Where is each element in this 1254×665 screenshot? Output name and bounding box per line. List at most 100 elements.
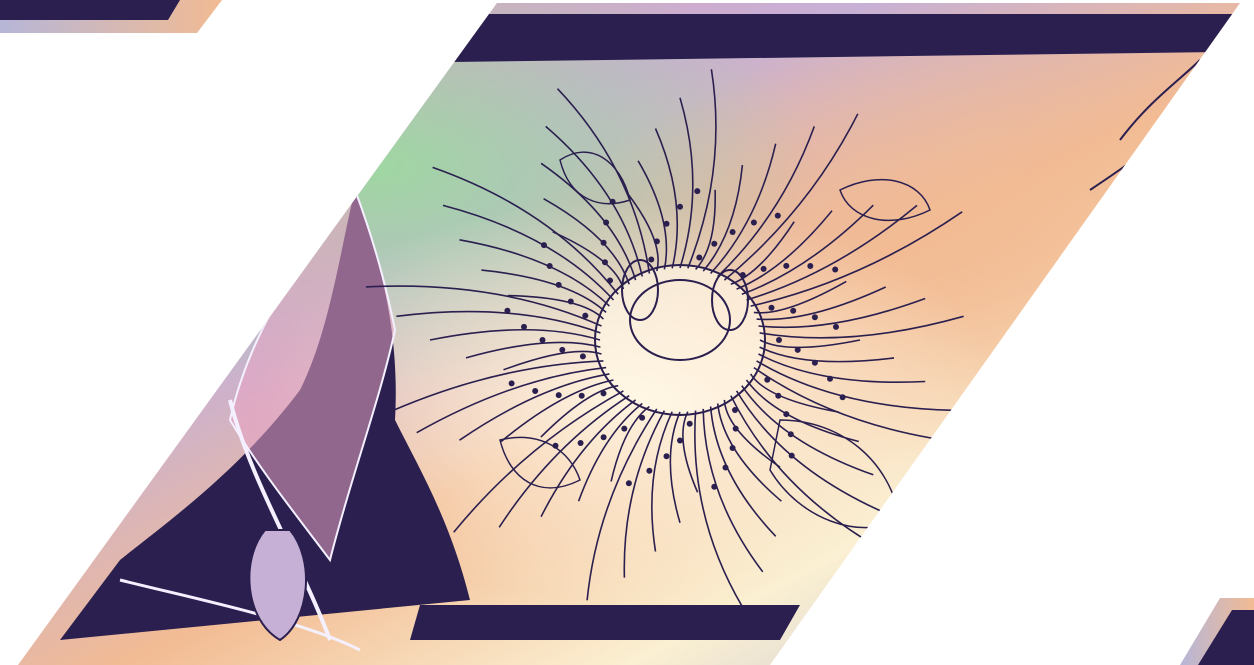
filament — [741, 385, 874, 476]
filament — [730, 395, 884, 551]
filament — [753, 280, 847, 314]
filament-band-mark — [602, 259, 608, 266]
top-ink-band — [450, 14, 1240, 62]
filament — [735, 390, 882, 513]
filament-band-mark — [663, 453, 670, 460]
flower-bud — [248, 529, 307, 642]
filament-band-mark — [686, 420, 693, 427]
bottom-right-corner-fragment — [1180, 598, 1254, 665]
flower-center — [594, 259, 766, 416]
filament-band-mark — [774, 212, 781, 219]
filament-band-mark — [794, 346, 801, 353]
filament-band-mark — [600, 434, 607, 441]
filament-band-mark — [696, 254, 703, 261]
filament-band-mark — [600, 390, 607, 397]
filament — [637, 160, 668, 270]
filament-band-mark — [811, 314, 818, 321]
filament — [498, 395, 630, 528]
filament — [702, 408, 764, 573]
filament — [552, 231, 625, 290]
filament — [654, 128, 679, 269]
filament — [758, 297, 926, 329]
filament-band-mark — [768, 304, 775, 311]
filament — [710, 143, 777, 275]
filament — [465, 341, 601, 359]
filament-band-mark — [504, 307, 511, 314]
filament-band-mark — [783, 411, 790, 418]
filament-band-mark — [677, 437, 683, 444]
filament — [723, 113, 859, 281]
filament — [687, 69, 717, 269]
filament-band-mark — [711, 240, 718, 247]
filament-band-mark — [646, 467, 653, 474]
filament-band-mark — [555, 281, 562, 288]
filament-band-mark — [788, 452, 795, 459]
filament-band-mark — [546, 263, 553, 269]
filament — [373, 360, 604, 420]
filament-band-mark — [541, 242, 547, 249]
filament-band-mark — [732, 425, 739, 432]
filament — [432, 166, 619, 295]
filament-band-mark — [790, 307, 797, 314]
filament — [730, 221, 795, 286]
filament — [695, 189, 716, 270]
filament — [627, 193, 659, 272]
filament-band-mark — [600, 239, 607, 246]
filament — [610, 405, 650, 482]
filament — [503, 350, 602, 371]
filament-band-mark — [729, 445, 736, 451]
filament — [540, 162, 637, 281]
filament — [416, 366, 607, 434]
filament — [453, 390, 624, 533]
filament — [717, 126, 816, 278]
branch — [1119, 59, 1201, 141]
filament-band-mark — [729, 229, 736, 235]
filament-band-mark — [532, 388, 539, 394]
filament — [586, 408, 658, 601]
filament-band-mark — [760, 265, 767, 272]
filament-band-mark — [648, 256, 655, 263]
filament — [623, 410, 666, 578]
filament — [459, 373, 610, 441]
filament-band-mark — [555, 392, 562, 399]
filament-band-mark — [739, 272, 746, 278]
filament — [545, 125, 644, 277]
filament-band-mark — [722, 464, 729, 471]
filaments — [366, 69, 976, 608]
filament — [577, 402, 643, 502]
top-left-corner-fragment — [0, 0, 222, 33]
filament-band-mark — [711, 483, 718, 490]
filament-band-mark — [732, 407, 738, 413]
filament-band-mark — [827, 375, 833, 382]
filament-band-mark — [764, 376, 771, 383]
filament-band-mark — [839, 394, 846, 401]
filament — [741, 204, 874, 296]
filament — [679, 97, 694, 269]
filament — [556, 88, 651, 274]
filament-band-mark — [508, 380, 515, 387]
filament-band-mark — [582, 312, 589, 319]
filament-band-mark — [807, 263, 814, 269]
filament — [651, 411, 673, 552]
stem — [228, 399, 332, 641]
filament — [702, 165, 744, 272]
filament — [756, 286, 887, 321]
filament-band-mark — [750, 219, 757, 226]
filament — [543, 198, 630, 285]
filament-band-mark — [625, 480, 632, 487]
filament — [750, 211, 963, 307]
filament-band-mark — [775, 392, 782, 399]
filament-band-mark — [559, 346, 566, 353]
filament-band-mark — [639, 414, 646, 421]
stem — [119, 578, 361, 652]
filament-band-mark — [787, 431, 794, 438]
filament — [442, 204, 615, 301]
filament-band-mark — [833, 323, 839, 330]
filament-band-mark — [663, 220, 670, 227]
filament-band-mark — [832, 266, 839, 273]
filament-band-mark — [694, 188, 701, 195]
filament-band-mark — [578, 392, 585, 399]
filament — [500, 379, 614, 443]
